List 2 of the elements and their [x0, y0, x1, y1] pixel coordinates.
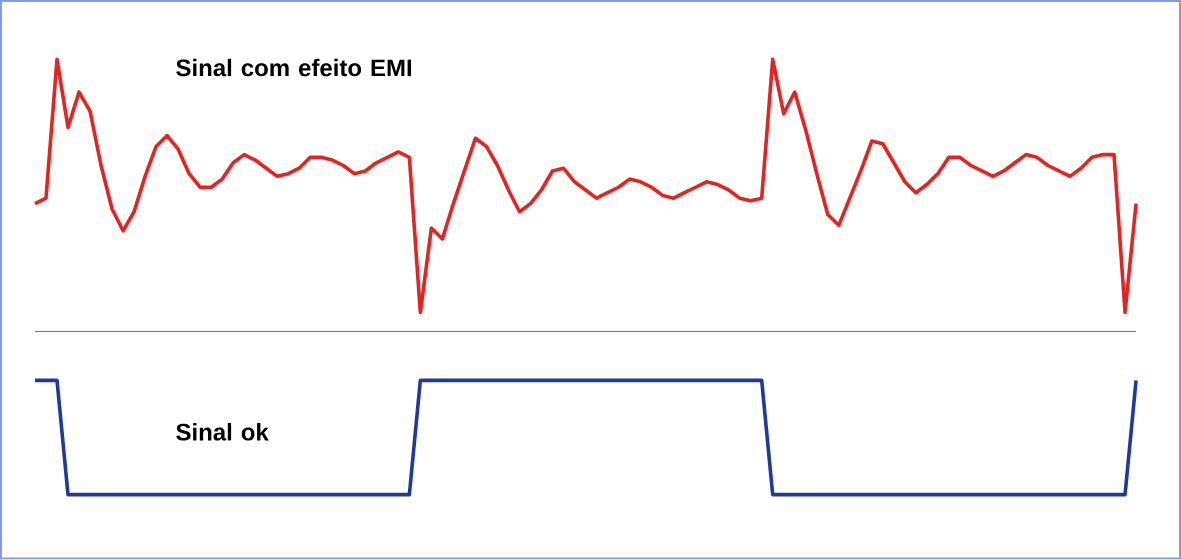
text: Sinal com efeito EMI: [176, 59, 412, 77]
text: Sinal ok: [176, 423, 269, 441]
